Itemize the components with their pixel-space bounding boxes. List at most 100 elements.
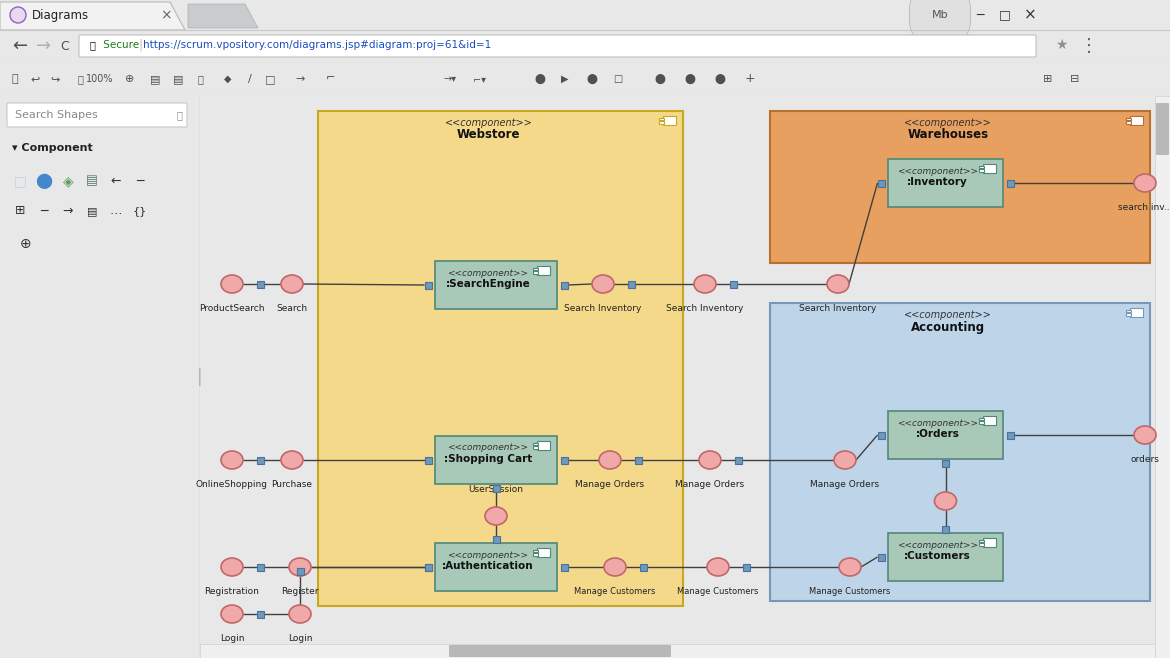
FancyBboxPatch shape <box>888 533 1003 581</box>
Text: <<component>>: <<component>> <box>897 418 978 428</box>
Text: Search Shapes: Search Shapes <box>15 110 98 120</box>
FancyBboxPatch shape <box>493 536 500 542</box>
FancyBboxPatch shape <box>888 411 1003 459</box>
FancyBboxPatch shape <box>640 563 647 570</box>
Text: ▤: ▤ <box>87 174 98 188</box>
FancyBboxPatch shape <box>200 644 1155 658</box>
FancyBboxPatch shape <box>256 563 263 570</box>
Text: ▤: ▤ <box>150 74 160 84</box>
Ellipse shape <box>839 558 861 576</box>
Text: ⌐: ⌐ <box>325 74 335 84</box>
Text: Search Inventory: Search Inventory <box>666 304 744 313</box>
FancyBboxPatch shape <box>663 116 676 125</box>
Ellipse shape <box>1134 174 1156 192</box>
Text: ⬤: ⬤ <box>35 173 53 189</box>
FancyBboxPatch shape <box>256 457 263 463</box>
Text: Purchase: Purchase <box>271 480 312 489</box>
Text: ─: ─ <box>136 174 144 188</box>
FancyBboxPatch shape <box>979 166 984 168</box>
FancyBboxPatch shape <box>1006 180 1013 186</box>
Text: ★: ★ <box>1055 38 1067 52</box>
Text: |: | <box>138 39 143 51</box>
Text: ⋮: ⋮ <box>1080 37 1097 55</box>
FancyBboxPatch shape <box>1006 432 1013 438</box>
Text: ⊞: ⊞ <box>1044 74 1053 84</box>
Text: Diagrams: Diagrams <box>32 9 89 22</box>
Text: 🔍: 🔍 <box>177 110 183 120</box>
Text: Manage Customers: Manage Customers <box>574 587 655 596</box>
Ellipse shape <box>289 605 311 623</box>
Text: :Shopping Cart: :Shopping Cart <box>443 454 532 464</box>
FancyBboxPatch shape <box>878 432 885 438</box>
Text: ◈: ◈ <box>63 174 74 188</box>
Circle shape <box>11 7 26 23</box>
FancyBboxPatch shape <box>537 548 550 557</box>
Text: Search Inventory: Search Inventory <box>564 304 641 313</box>
FancyBboxPatch shape <box>435 436 557 484</box>
FancyBboxPatch shape <box>659 118 665 120</box>
Text: 🔍: 🔍 <box>77 74 83 84</box>
FancyBboxPatch shape <box>743 563 750 570</box>
Ellipse shape <box>604 558 626 576</box>
Text: □: □ <box>999 9 1011 22</box>
FancyBboxPatch shape <box>979 421 984 424</box>
FancyBboxPatch shape <box>730 280 736 288</box>
Ellipse shape <box>289 558 311 576</box>
Text: :SearchEngine: :SearchEngine <box>446 279 530 289</box>
FancyBboxPatch shape <box>449 645 672 657</box>
FancyBboxPatch shape <box>1126 121 1131 124</box>
FancyBboxPatch shape <box>425 282 432 288</box>
Text: <<component>>: <<component>> <box>447 443 529 453</box>
FancyBboxPatch shape <box>534 271 538 274</box>
Text: ⊟: ⊟ <box>1071 74 1080 84</box>
FancyBboxPatch shape <box>256 280 263 288</box>
FancyBboxPatch shape <box>425 563 432 570</box>
FancyBboxPatch shape <box>627 280 634 288</box>
FancyBboxPatch shape <box>435 261 557 309</box>
FancyBboxPatch shape <box>770 303 1150 601</box>
FancyBboxPatch shape <box>493 484 500 492</box>
Polygon shape <box>188 4 259 28</box>
FancyBboxPatch shape <box>534 442 538 445</box>
Text: ↩: ↩ <box>30 74 40 84</box>
Text: ⌐▾: ⌐▾ <box>474 74 487 84</box>
Text: :Orders: :Orders <box>916 429 959 439</box>
FancyBboxPatch shape <box>888 159 1003 207</box>
Text: ⬤: ⬤ <box>654 74 666 84</box>
Text: □: □ <box>13 174 27 188</box>
Text: +: + <box>744 72 756 86</box>
Ellipse shape <box>221 275 243 293</box>
Text: ProductSearch: ProductSearch <box>199 304 264 313</box>
FancyBboxPatch shape <box>1130 308 1143 317</box>
Text: 🗑: 🗑 <box>197 74 202 84</box>
FancyBboxPatch shape <box>534 268 538 270</box>
Text: search inv...: search inv... <box>1117 203 1170 212</box>
Text: Mb: Mb <box>931 10 949 20</box>
Text: ←: ← <box>111 174 122 188</box>
FancyBboxPatch shape <box>942 526 949 532</box>
Ellipse shape <box>834 451 856 469</box>
Text: Warehouses: Warehouses <box>908 128 989 141</box>
Ellipse shape <box>694 275 716 293</box>
FancyBboxPatch shape <box>979 169 984 172</box>
FancyBboxPatch shape <box>1156 103 1169 155</box>
Ellipse shape <box>221 558 243 576</box>
Text: ⬤: ⬤ <box>535 74 545 84</box>
Text: :Customers: :Customers <box>904 551 971 561</box>
Text: Manage Customers: Manage Customers <box>677 587 758 596</box>
Text: <<component>>: <<component>> <box>447 551 529 559</box>
FancyBboxPatch shape <box>425 563 432 570</box>
Text: Manage Orders: Manage Orders <box>576 480 645 489</box>
Text: Search: Search <box>276 304 308 313</box>
FancyBboxPatch shape <box>1126 118 1131 120</box>
Text: Registration: Registration <box>205 587 260 596</box>
Text: Register: Register <box>281 587 318 596</box>
Text: <<component>>: <<component>> <box>447 268 529 278</box>
FancyBboxPatch shape <box>979 543 984 545</box>
Text: |: | <box>197 368 202 386</box>
Text: ⊕: ⊕ <box>125 74 135 84</box>
FancyBboxPatch shape <box>634 457 641 463</box>
Text: Search Inventory: Search Inventory <box>799 304 876 313</box>
Ellipse shape <box>935 492 957 510</box>
Text: ▶: ▶ <box>562 74 569 84</box>
